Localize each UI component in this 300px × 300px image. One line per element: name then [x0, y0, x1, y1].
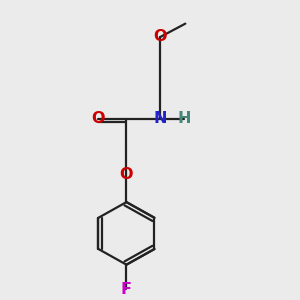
- Text: O: O: [154, 29, 167, 44]
- Text: N: N: [154, 111, 167, 126]
- Text: H: H: [177, 111, 190, 126]
- Text: F: F: [121, 281, 132, 296]
- Text: O: O: [120, 167, 133, 182]
- Text: O: O: [91, 111, 104, 126]
